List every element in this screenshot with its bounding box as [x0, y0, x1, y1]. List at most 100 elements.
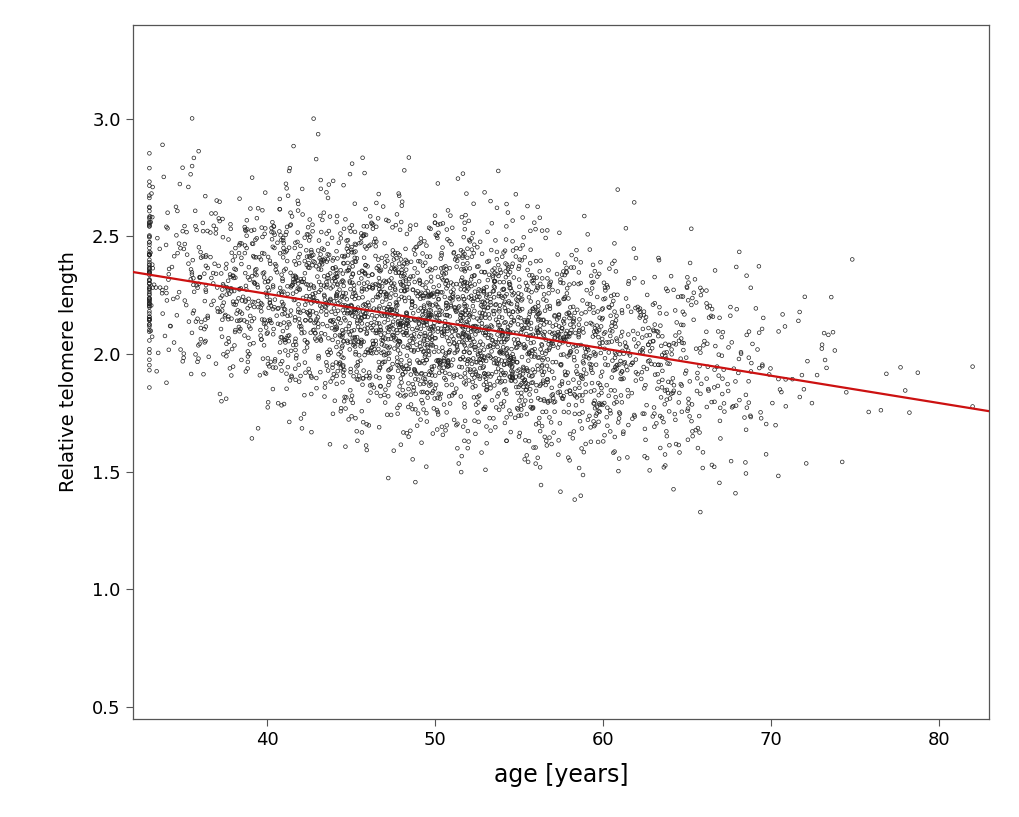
- Point: [579, 342, 595, 355]
- Point: [406, 381, 422, 394]
- Point: [601, 301, 618, 315]
- Point: [357, 310, 373, 324]
- Point: [409, 419, 425, 432]
- Point: [678, 280, 694, 293]
- Point: [141, 280, 157, 293]
- Point: [469, 312, 485, 325]
- Point: [672, 377, 688, 391]
- Point: [750, 260, 766, 273]
- Point: [573, 338, 589, 351]
- Point: [374, 279, 390, 292]
- Point: [688, 296, 704, 309]
- Point: [698, 400, 714, 413]
- Point: [228, 307, 245, 320]
- Point: [327, 329, 343, 342]
- Point: [220, 233, 236, 246]
- Point: [508, 301, 525, 314]
- Point: [371, 302, 387, 315]
- Point: [313, 263, 329, 276]
- Point: [489, 375, 505, 388]
- Point: [325, 368, 341, 381]
- Point: [665, 384, 682, 397]
- Point: [472, 346, 488, 359]
- Point: [141, 297, 157, 310]
- Point: [391, 389, 408, 402]
- Point: [248, 263, 264, 276]
- Point: [380, 274, 396, 287]
- Point: [569, 391, 585, 404]
- Point: [362, 344, 378, 357]
- Point: [544, 355, 560, 368]
- Point: [575, 326, 591, 339]
- Point: [386, 282, 403, 295]
- Point: [217, 309, 233, 322]
- Point: [315, 206, 331, 219]
- Point: [398, 426, 415, 440]
- Point: [339, 239, 356, 252]
- Point: [738, 269, 754, 282]
- Point: [460, 435, 476, 448]
- Point: [538, 300, 554, 313]
- Point: [578, 317, 594, 330]
- Point: [633, 366, 649, 379]
- Point: [141, 297, 157, 310]
- Point: [411, 356, 427, 369]
- Point: [524, 328, 540, 342]
- Point: [213, 323, 229, 336]
- Point: [549, 285, 566, 298]
- Point: [353, 236, 369, 249]
- Point: [470, 324, 486, 337]
- Point: [638, 363, 654, 376]
- Point: [545, 372, 561, 385]
- Point: [423, 377, 439, 391]
- Point: [478, 288, 494, 301]
- Point: [513, 386, 529, 400]
- Point: [532, 393, 548, 406]
- Point: [518, 449, 534, 462]
- Point: [435, 354, 451, 367]
- Point: [240, 261, 257, 274]
- Point: [496, 295, 513, 308]
- Point: [260, 358, 276, 371]
- Point: [386, 334, 403, 347]
- Point: [348, 434, 365, 447]
- Point: [507, 250, 524, 263]
- Point: [398, 283, 415, 297]
- Point: [499, 263, 516, 276]
- Point: [193, 251, 209, 264]
- Point: [535, 374, 551, 387]
- Point: [529, 308, 545, 321]
- Point: [491, 263, 507, 276]
- Point: [141, 310, 157, 324]
- Point: [360, 310, 376, 324]
- Point: [451, 311, 468, 324]
- Point: [478, 381, 494, 394]
- Point: [386, 342, 403, 355]
- Point: [277, 303, 293, 316]
- Point: [611, 407, 628, 420]
- Point: [519, 263, 535, 276]
- Point: [195, 217, 211, 230]
- Point: [313, 327, 329, 340]
- Point: [662, 270, 679, 283]
- Point: [526, 217, 542, 230]
- Point: [246, 223, 262, 236]
- Point: [431, 315, 447, 328]
- Point: [214, 283, 230, 296]
- Point: [534, 272, 550, 285]
- Point: [281, 374, 298, 387]
- Point: [273, 268, 289, 281]
- Point: [193, 333, 209, 346]
- Point: [277, 333, 293, 346]
- Point: [434, 329, 450, 342]
- Point: [438, 223, 454, 236]
- Point: [324, 372, 340, 385]
- Point: [367, 239, 383, 252]
- Point: [480, 308, 496, 321]
- Point: [699, 360, 715, 373]
- Point: [387, 296, 404, 309]
- Point: [357, 267, 373, 280]
- Point: [468, 324, 484, 337]
- Point: [439, 324, 455, 337]
- Point: [141, 319, 157, 333]
